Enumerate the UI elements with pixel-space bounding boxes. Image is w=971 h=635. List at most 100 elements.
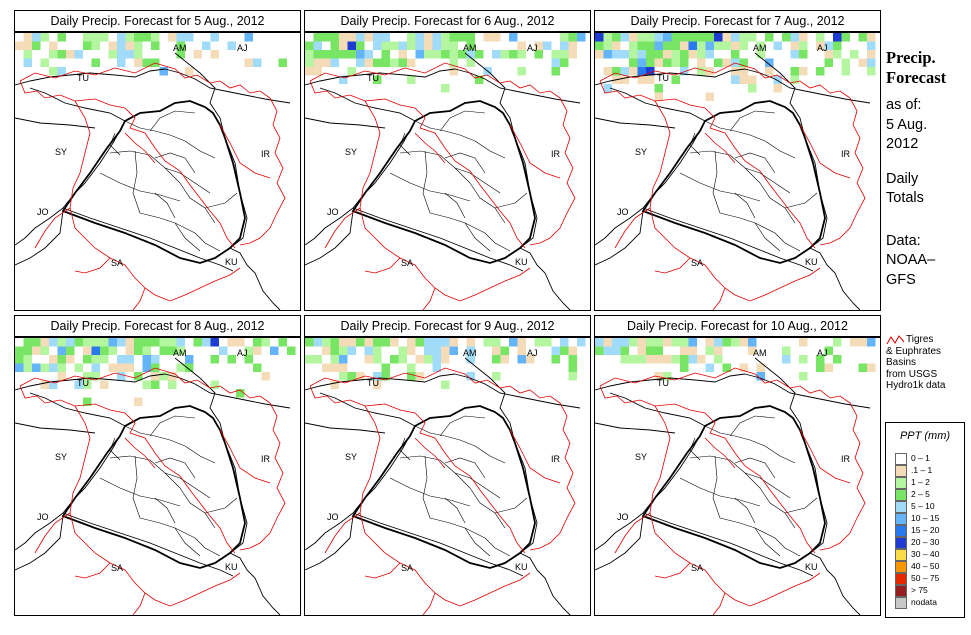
province-border bbox=[712, 150, 721, 214]
country-border bbox=[809, 247, 861, 310]
precip-cell bbox=[790, 75, 799, 84]
precip-cell bbox=[654, 50, 663, 59]
country-border bbox=[62, 512, 234, 577]
precip-cell bbox=[517, 67, 526, 76]
precip-cell bbox=[816, 67, 825, 76]
precip-cell bbox=[731, 338, 740, 347]
legend-swatch bbox=[895, 597, 907, 609]
country-label: KU bbox=[805, 562, 818, 572]
precip-cell bbox=[867, 41, 876, 50]
country-label: AJ bbox=[237, 43, 248, 53]
precip-cell bbox=[185, 355, 194, 364]
precip-cell bbox=[159, 346, 168, 355]
precip-cell bbox=[756, 41, 765, 50]
country-border bbox=[15, 422, 96, 434]
country-label: SA bbox=[401, 258, 413, 268]
precip-cell bbox=[83, 397, 92, 406]
precip-cell bbox=[466, 346, 475, 355]
country-label: TU bbox=[657, 378, 669, 388]
precip-cell bbox=[278, 58, 287, 67]
precip-cell bbox=[867, 33, 876, 42]
iraq-border bbox=[61, 405, 246, 569]
basin-boundary bbox=[19, 62, 271, 99]
forecast-panel-aug-7: Daily Precip. Forecast for 7 Aug., 2012 … bbox=[594, 10, 881, 311]
country-border bbox=[15, 207, 64, 246]
precip-cell bbox=[688, 355, 697, 364]
forecast-panel-aug-8: Daily Precip. Forecast for 8 Aug., 2012 … bbox=[14, 315, 301, 616]
iraq-border bbox=[61, 100, 246, 264]
precip-cell bbox=[398, 41, 407, 50]
iraq-border bbox=[641, 100, 826, 264]
precip-cell bbox=[390, 355, 399, 364]
precip-cell bbox=[577, 338, 586, 347]
country-border bbox=[229, 247, 281, 310]
country-border bbox=[609, 392, 706, 427]
precip-cell bbox=[432, 355, 441, 364]
precip-cell bbox=[790, 41, 799, 50]
precip-cell bbox=[347, 346, 356, 355]
precip-cell bbox=[824, 346, 833, 355]
province-border bbox=[389, 172, 471, 202]
country-label: SY bbox=[55, 452, 67, 462]
precip-cell bbox=[407, 372, 416, 381]
country-border bbox=[809, 552, 861, 615]
basin-line-icon bbox=[886, 335, 905, 345]
country-label: AM bbox=[173, 43, 187, 53]
precip-cell bbox=[381, 50, 390, 59]
precip-cell bbox=[595, 346, 604, 355]
precip-cell bbox=[339, 33, 348, 42]
precip-cell bbox=[40, 33, 49, 42]
precip-cell bbox=[185, 67, 194, 76]
precip-cell bbox=[612, 33, 621, 42]
precip-cell bbox=[731, 50, 740, 59]
province-border bbox=[149, 415, 196, 437]
precip-cell bbox=[833, 355, 842, 364]
precip-cell bbox=[748, 346, 757, 355]
basin-legend-line-2: & Euphrates bbox=[886, 345, 942, 357]
province-border bbox=[734, 497, 756, 524]
precip-cell bbox=[568, 33, 577, 42]
legend-swatch bbox=[895, 573, 907, 585]
precip-cell bbox=[646, 338, 655, 347]
country-border bbox=[454, 373, 581, 409]
precip-cell bbox=[500, 50, 509, 59]
precip-cell bbox=[816, 363, 825, 372]
basin-boundary bbox=[819, 97, 866, 246]
precip-cell bbox=[483, 33, 492, 42]
province-border bbox=[429, 517, 486, 539]
precip-cell bbox=[339, 75, 348, 84]
precip-cell bbox=[697, 58, 706, 67]
basin-boundary bbox=[422, 287, 436, 310]
province-border bbox=[679, 172, 761, 202]
country-border bbox=[754, 357, 828, 554]
precip-cell bbox=[100, 355, 109, 364]
precip-cell bbox=[833, 41, 842, 50]
precip-cell bbox=[23, 33, 32, 42]
legend-swatch bbox=[895, 549, 907, 561]
precip-cell bbox=[125, 338, 134, 347]
precip-cell bbox=[560, 58, 569, 67]
precip-cell bbox=[441, 50, 450, 59]
precip-cell bbox=[91, 355, 100, 364]
precip-cell bbox=[49, 338, 58, 347]
precip-cell bbox=[347, 50, 356, 59]
basin-boundary bbox=[654, 562, 691, 579]
precip-cell bbox=[671, 33, 680, 42]
precip-cell bbox=[739, 33, 748, 42]
country-label: JO bbox=[327, 207, 339, 217]
precip-cell bbox=[210, 50, 219, 59]
precip-cell bbox=[142, 338, 151, 347]
basin-legend-line-1: Tigres bbox=[906, 334, 934, 345]
precip-cell bbox=[313, 50, 322, 59]
precip-cell bbox=[424, 346, 433, 355]
precip-cell bbox=[339, 50, 348, 59]
precip-cell bbox=[134, 397, 143, 406]
basin-boundary bbox=[309, 62, 561, 99]
country-label: KU bbox=[225, 257, 238, 267]
precip-cell bbox=[32, 338, 41, 347]
precip-cell bbox=[313, 41, 322, 50]
precip-cell bbox=[117, 50, 126, 59]
precip-cell bbox=[398, 346, 407, 355]
precip-cell bbox=[356, 372, 365, 381]
precip-cell bbox=[57, 372, 66, 381]
